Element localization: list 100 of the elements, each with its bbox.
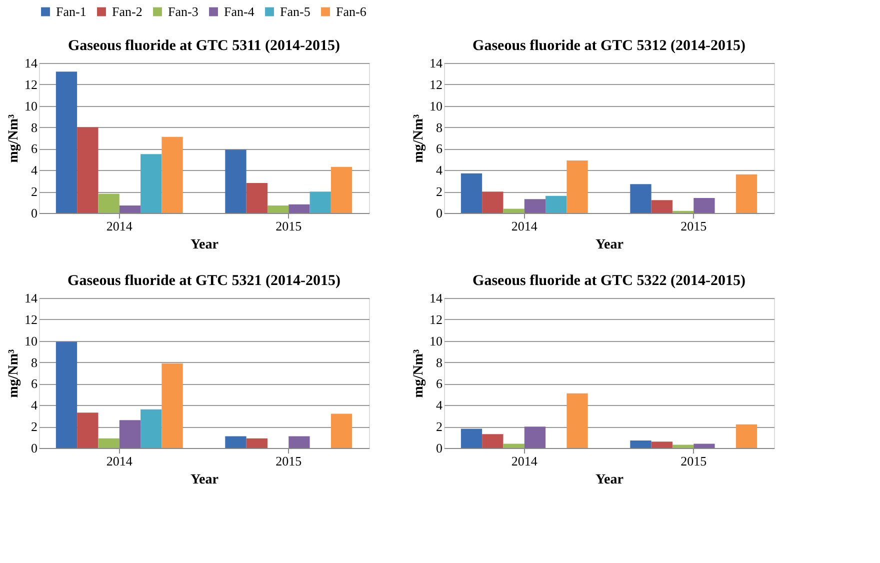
bar bbox=[98, 438, 120, 448]
bar bbox=[736, 424, 758, 448]
y-tick-label: 0 bbox=[31, 440, 38, 456]
x-tick-label: 2014 bbox=[106, 218, 133, 234]
y-tick-label: 10 bbox=[430, 333, 442, 348]
bar bbox=[630, 440, 652, 448]
y-tick-label: 14 bbox=[24, 290, 38, 306]
y-tick-label: 14 bbox=[430, 56, 443, 70]
y-tick-label: 12 bbox=[430, 76, 442, 92]
y-tick-label: 2 bbox=[436, 184, 442, 200]
y-tick-label: 14 bbox=[24, 56, 38, 70]
y-axis-title: mg/Nm³ bbox=[412, 349, 426, 398]
bar bbox=[330, 166, 352, 213]
y-tick-label: 10 bbox=[24, 333, 38, 348]
chart-title: Gaseous fluoride at GTC 5321 (2014-2015) bbox=[68, 273, 340, 289]
y-tick-label: 0 bbox=[436, 206, 442, 220]
bar bbox=[288, 204, 310, 213]
bar bbox=[140, 409, 162, 448]
bar bbox=[330, 414, 352, 448]
bar bbox=[566, 393, 588, 448]
bar bbox=[630, 184, 652, 213]
y-tick-label: 4 bbox=[436, 398, 443, 413]
legend-label: Fan-6 bbox=[336, 4, 367, 19]
bar bbox=[267, 206, 289, 213]
x-tick-label: 2015 bbox=[680, 218, 707, 234]
bar bbox=[524, 426, 546, 448]
legend-label: Fan-1 bbox=[56, 4, 86, 19]
y-tick-label: 2 bbox=[436, 419, 442, 434]
y-axis-title: mg/Nm³ bbox=[6, 349, 22, 398]
y-tick-label: 0 bbox=[436, 440, 442, 456]
x-axis-title: Year bbox=[596, 472, 624, 488]
bar bbox=[140, 154, 162, 213]
y-tick-label: 10 bbox=[430, 98, 442, 114]
y-tick-label: 2 bbox=[31, 184, 38, 200]
x-axis-title: Year bbox=[190, 472, 218, 488]
bar bbox=[119, 420, 141, 448]
bar bbox=[56, 342, 78, 448]
bar bbox=[246, 183, 268, 213]
y-tick-label: 6 bbox=[31, 141, 38, 156]
bar bbox=[310, 192, 331, 213]
y-tick-label: 6 bbox=[31, 376, 38, 392]
bar bbox=[288, 436, 310, 448]
y-tick-label: 8 bbox=[31, 120, 38, 135]
bar bbox=[225, 150, 246, 213]
bar bbox=[651, 200, 672, 213]
bar bbox=[482, 434, 504, 448]
chart-title: Gaseous fluoride at GTC 5312 (2014-2015) bbox=[472, 38, 746, 54]
y-tick-label: 12 bbox=[430, 312, 442, 327]
y-tick-label: 4 bbox=[31, 398, 38, 413]
bar bbox=[225, 436, 246, 448]
bar bbox=[524, 199, 546, 213]
chart-title: Gaseous fluoride at GTC 5311 (2014-2015) bbox=[68, 38, 340, 54]
bar bbox=[566, 160, 588, 213]
bar bbox=[736, 174, 758, 213]
chart-title: Gaseous fluoride at GTC 5322 (2014-2015) bbox=[472, 273, 746, 289]
bar bbox=[162, 363, 183, 448]
x-tick-label: 2015 bbox=[680, 454, 707, 468]
y-tick-label: 4 bbox=[31, 162, 38, 178]
y-axis-title: mg/Nm³ bbox=[412, 114, 426, 163]
bar bbox=[98, 194, 120, 213]
y-tick-label: 4 bbox=[436, 162, 443, 178]
legend-label: Fan-4 bbox=[224, 4, 255, 19]
y-tick-label: 12 bbox=[24, 76, 38, 92]
bar bbox=[460, 173, 482, 213]
y-tick-label: 8 bbox=[31, 354, 38, 370]
x-tick-label: 2014 bbox=[106, 454, 133, 468]
y-tick-label: 8 bbox=[436, 354, 442, 370]
bar bbox=[503, 208, 524, 213]
bar bbox=[503, 444, 524, 448]
y-tick-label: 0 bbox=[31, 206, 38, 220]
y-tick-label: 6 bbox=[436, 141, 443, 156]
legend-label: Fan-2 bbox=[112, 4, 142, 19]
bar bbox=[246, 438, 268, 448]
y-axis-title: mg/Nm³ bbox=[6, 114, 22, 163]
legend-label: Fan-3 bbox=[168, 4, 198, 19]
y-tick-label: 10 bbox=[24, 98, 38, 114]
bar bbox=[77, 127, 98, 213]
y-tick-label: 14 bbox=[430, 290, 443, 306]
x-axis-title: Year bbox=[596, 238, 624, 252]
x-tick-label: 2014 bbox=[511, 454, 538, 468]
y-tick-label: 8 bbox=[436, 120, 442, 135]
y-tick-label: 12 bbox=[24, 312, 38, 327]
bar bbox=[672, 444, 694, 448]
y-tick-label: 2 bbox=[31, 419, 38, 434]
x-axis-title: Year bbox=[190, 238, 218, 252]
bar bbox=[77, 412, 98, 448]
x-tick-label: 2015 bbox=[276, 218, 302, 234]
x-tick-label: 2014 bbox=[511, 218, 538, 234]
bar bbox=[56, 72, 78, 213]
bar bbox=[119, 206, 141, 213]
bar bbox=[482, 192, 504, 213]
bar bbox=[694, 198, 715, 213]
legend-label: Fan-5 bbox=[280, 4, 310, 19]
bar bbox=[460, 428, 482, 448]
bar bbox=[651, 442, 672, 448]
x-tick-label: 2015 bbox=[276, 454, 302, 468]
bar bbox=[162, 136, 183, 213]
bar bbox=[694, 444, 715, 448]
y-tick-label: 6 bbox=[436, 376, 443, 392]
bar bbox=[546, 196, 567, 213]
